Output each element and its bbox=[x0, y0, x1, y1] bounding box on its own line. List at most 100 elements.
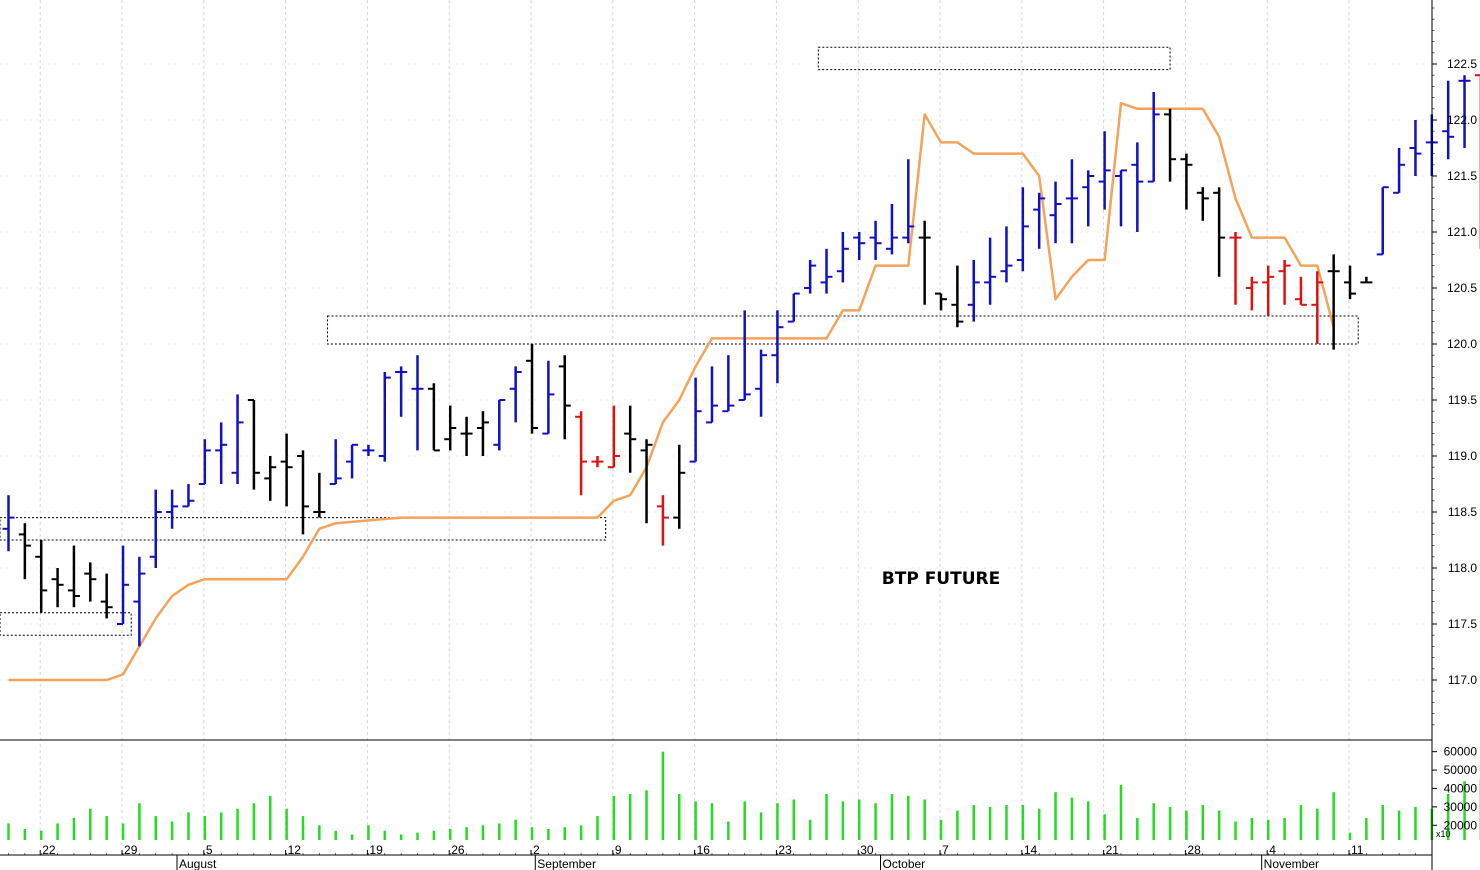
ohlc-bar bbox=[1278, 260, 1291, 305]
grid bbox=[0, 0, 1432, 840]
zone-box bbox=[0, 612, 132, 636]
ohlc-bar bbox=[1196, 187, 1209, 221]
x-tick-label: 12 bbox=[288, 843, 302, 857]
price-tick-label: 119.0 bbox=[1448, 449, 1477, 463]
ohlc-bar bbox=[771, 310, 784, 384]
ohlc-bar bbox=[935, 292, 948, 311]
support-resistance-boxes bbox=[0, 46, 1359, 636]
ohlc-bar bbox=[722, 355, 735, 413]
ohlc-bar bbox=[755, 349, 768, 417]
price-tick-label: 120.5 bbox=[1447, 281, 1477, 295]
x-tick-label: 7 bbox=[942, 843, 949, 857]
x-tick-label: 14 bbox=[1024, 843, 1038, 857]
ohlc-bar bbox=[329, 439, 342, 485]
price-tick-label: 121.5 bbox=[1447, 169, 1477, 183]
ohlc-bar bbox=[280, 433, 293, 507]
stop-line bbox=[8, 101, 1335, 682]
ohlc-bar bbox=[542, 360, 555, 435]
x-tick-label: 26 bbox=[451, 843, 465, 857]
ohlc-bar bbox=[836, 232, 849, 283]
ohlc-bar bbox=[804, 260, 817, 294]
x-tick-label: 23 bbox=[778, 843, 792, 857]
x-tick-label: 28 bbox=[1187, 843, 1201, 857]
ohlc-bar bbox=[1213, 187, 1226, 277]
price-tick-label: 117.5 bbox=[1448, 617, 1477, 631]
ohlc-bar bbox=[558, 355, 571, 440]
volume-bars bbox=[7, 751, 1480, 840]
ohlc-bar bbox=[1245, 276, 1258, 311]
month-label: August bbox=[179, 857, 217, 870]
ohlc-bar bbox=[1016, 187, 1029, 272]
ohlc-bar bbox=[1033, 192, 1046, 249]
ohlc-bar bbox=[493, 399, 506, 451]
price-tick-label: 118.5 bbox=[1448, 505, 1477, 519]
ohlc-bar bbox=[673, 444, 686, 529]
ohlc-bar bbox=[411, 355, 424, 451]
ohlc-bar bbox=[1180, 153, 1193, 210]
ohlc-bar bbox=[1098, 131, 1111, 210]
ohlc-bar bbox=[984, 237, 997, 305]
ohlc-bar bbox=[1458, 75, 1471, 148]
ohlc-bar bbox=[1082, 170, 1095, 227]
ohlc-bar bbox=[67, 545, 80, 608]
ohlc-bar bbox=[378, 372, 391, 462]
ohlc-bar bbox=[460, 416, 473, 456]
ohlc-bar bbox=[869, 220, 882, 260]
x-tick-label: 21 bbox=[1106, 843, 1120, 857]
ohlc-bar bbox=[18, 523, 31, 580]
stop-line-path bbox=[8, 101, 1335, 682]
x-tick-label: 2 bbox=[533, 843, 540, 857]
x-tick-label: 19 bbox=[369, 843, 383, 857]
ohlc-bar bbox=[198, 439, 211, 485]
x-tick-label: 4 bbox=[1269, 843, 1276, 857]
ohlc-bar bbox=[509, 366, 522, 423]
ohlc-bar bbox=[1327, 254, 1340, 350]
x-tick-label: 11 bbox=[1351, 843, 1364, 857]
ohlc-bar bbox=[656, 495, 669, 546]
ohlc-bar bbox=[182, 484, 195, 508]
ohlc-bar bbox=[1294, 276, 1307, 306]
ohlc-bar bbox=[149, 489, 162, 568]
ohlc-bar bbox=[264, 456, 277, 501]
price-bars bbox=[2, 74, 1480, 647]
ohlc-bar bbox=[166, 489, 179, 529]
ohlc-bar bbox=[2, 495, 15, 552]
price-tick-label: 121.0 bbox=[1447, 225, 1477, 239]
ohlc-bar bbox=[346, 443, 359, 479]
ohlc-bar bbox=[1065, 159, 1078, 244]
ohlc-bar bbox=[117, 545, 130, 625]
ohlc-bar bbox=[51, 568, 64, 608]
volume-tick-label: 20000 bbox=[1444, 818, 1478, 832]
ohlc-bar bbox=[918, 220, 931, 305]
ohlc-bar bbox=[444, 405, 457, 451]
zone-box bbox=[0, 517, 607, 541]
chart-title: BTP FUTURE bbox=[882, 569, 1000, 589]
zone-box bbox=[327, 315, 1359, 345]
ohlc-bar bbox=[787, 292, 800, 323]
ohlc-bar bbox=[1442, 80, 1455, 160]
ohlc-bar bbox=[1131, 142, 1144, 232]
ohlc-bar bbox=[526, 344, 539, 434]
ohlc-bar bbox=[1114, 169, 1127, 227]
ohlc-bar bbox=[607, 405, 620, 469]
ohlc-bar bbox=[1000, 226, 1013, 283]
x-tick-label: 5 bbox=[206, 843, 213, 857]
volume-tick-label: 60000 bbox=[1444, 745, 1478, 759]
ohlc-bar bbox=[1164, 108, 1177, 182]
ohlc-bar bbox=[885, 204, 898, 255]
ohlc-bar bbox=[1049, 181, 1062, 244]
ohlc-bar bbox=[1393, 148, 1406, 194]
ohlc-bar bbox=[1311, 271, 1324, 344]
ohlc-bar bbox=[215, 422, 228, 484]
price-tick-label: 122.0 bbox=[1447, 113, 1477, 127]
ohlc-bar bbox=[231, 394, 244, 484]
price-tick-label: 118.0 bbox=[1448, 561, 1477, 575]
zone-box bbox=[817, 46, 1171, 71]
month-label: October bbox=[882, 857, 925, 870]
ohlc-bar bbox=[705, 366, 718, 424]
ohlc-bar bbox=[247, 399, 260, 490]
volume-tick-label: 50000 bbox=[1444, 763, 1478, 777]
ohlc-bar bbox=[1229, 232, 1242, 305]
price-tick-label: 117.0 bbox=[1448, 673, 1477, 687]
